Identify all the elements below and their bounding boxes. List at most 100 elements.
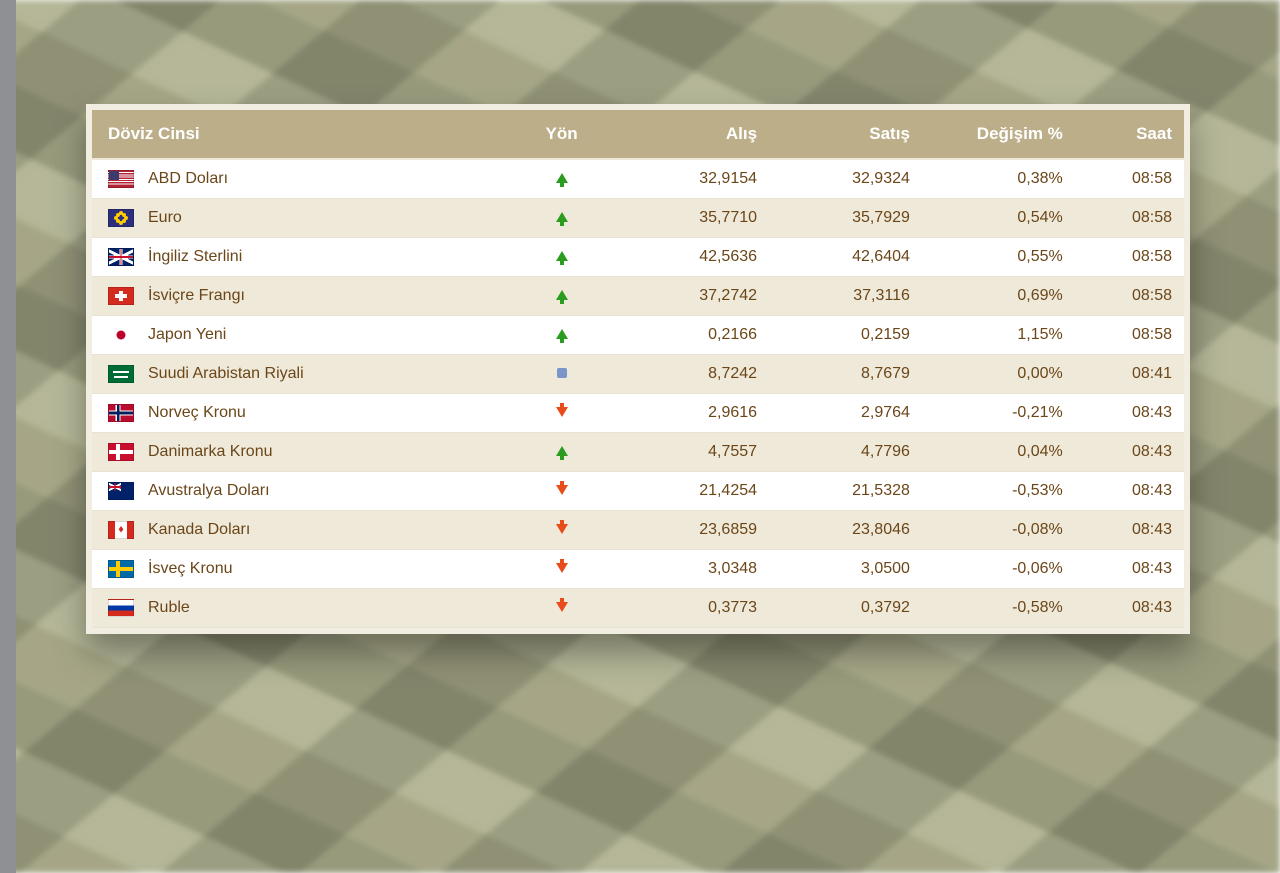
cell-change: 0,69%	[922, 277, 1075, 316]
cell-buy: 32,9154	[616, 159, 769, 199]
cell-buy: 3,0348	[616, 550, 769, 589]
cell-direction	[507, 511, 616, 550]
currency-name: Norveç Kronu	[148, 404, 246, 422]
table-row[interactable]: İngiliz Sterlini42,563642,64040,55%08:58	[92, 238, 1184, 277]
cell-sell: 0,2159	[769, 316, 922, 355]
cell-currency: İsveç Kronu	[92, 550, 507, 589]
arrow-down-icon	[556, 602, 568, 612]
arrow-down-icon	[556, 485, 568, 495]
cell-sell: 3,0500	[769, 550, 922, 589]
cell-time: 08:43	[1075, 511, 1184, 550]
cell-change: 0,38%	[922, 159, 1075, 199]
cell-sell: 21,5328	[769, 472, 922, 511]
currency-name: Euro	[148, 209, 182, 227]
cell-sell: 8,7679	[769, 355, 922, 394]
cell-sell: 2,9764	[769, 394, 922, 433]
cell-change: 0,55%	[922, 238, 1075, 277]
currency-name: Suudi Arabistan Riyali	[148, 365, 304, 383]
cell-currency: İsviçre Frangı	[92, 277, 507, 316]
arrow-up-icon	[556, 212, 568, 222]
cell-buy: 37,2742	[616, 277, 769, 316]
cell-time: 08:43	[1075, 550, 1184, 589]
cell-change: -0,06%	[922, 550, 1075, 589]
arrow-up-icon	[556, 446, 568, 456]
flag-icon	[108, 326, 134, 344]
cell-time: 08:58	[1075, 238, 1184, 277]
cell-buy: 0,3773	[616, 589, 769, 628]
cell-direction	[507, 238, 616, 277]
cell-sell: 4,7796	[769, 433, 922, 472]
arrow-up-icon	[556, 173, 568, 183]
currency-name: Ruble	[148, 599, 190, 617]
table-row[interactable]: Avustralya Doları21,425421,5328-0,53%08:…	[92, 472, 1184, 511]
cell-buy: 23,6859	[616, 511, 769, 550]
cell-change: 1,15%	[922, 316, 1075, 355]
cell-sell: 42,6404	[769, 238, 922, 277]
table-header-row: Döviz Cinsi Yön Alış Satış Değişim % Saa…	[92, 110, 1184, 159]
cell-buy: 35,7710	[616, 199, 769, 238]
cell-change: -0,58%	[922, 589, 1075, 628]
cell-change: -0,21%	[922, 394, 1075, 433]
col-header-direction: Yön	[507, 110, 616, 159]
cell-buy: 0,2166	[616, 316, 769, 355]
flat-icon	[557, 368, 567, 378]
arrow-up-icon	[556, 329, 568, 339]
table-row[interactable]: İsviçre Frangı37,274237,31160,69%08:58	[92, 277, 1184, 316]
cell-currency: ♦Kanada Doları	[92, 511, 507, 550]
flag-icon: ♦	[108, 521, 134, 539]
cell-currency: Norveç Kronu	[92, 394, 507, 433]
cell-currency: Avustralya Doları	[92, 472, 507, 511]
cell-change: 0,04%	[922, 433, 1075, 472]
cell-direction	[507, 589, 616, 628]
col-header-sell: Satış	[769, 110, 922, 159]
cell-time: 08:58	[1075, 316, 1184, 355]
flag-icon	[108, 209, 134, 227]
cell-time: 08:43	[1075, 433, 1184, 472]
table-row[interactable]: Japon Yeni 0,21660,21591,15%08:58	[92, 316, 1184, 355]
col-header-time: Saat	[1075, 110, 1184, 159]
table-row[interactable]: Suudi Arabistan Riyali8,72428,76790,00%0…	[92, 355, 1184, 394]
currency-name: İngiliz Sterlini	[148, 248, 242, 266]
cell-currency: Euro	[92, 199, 507, 238]
table-row[interactable]: ABD Doları32,915432,93240,38%08:58	[92, 159, 1184, 199]
cell-sell: 37,3116	[769, 277, 922, 316]
table-row[interactable]: Danimarka Kronu 4,75574,77960,04%08:43	[92, 433, 1184, 472]
cell-buy: 4,7557	[616, 433, 769, 472]
cell-time: 08:43	[1075, 589, 1184, 628]
cell-direction	[507, 472, 616, 511]
table-row[interactable]: Ruble0,37730,3792-0,58%08:43	[92, 589, 1184, 628]
cell-change: -0,08%	[922, 511, 1075, 550]
currency-name: İsveç Kronu	[148, 560, 232, 578]
currency-name: Danimarka Kronu	[148, 443, 273, 461]
table-row[interactable]: ♦Kanada Doları23,685923,8046-0,08%08:43	[92, 511, 1184, 550]
currency-name: Japon Yeni	[148, 326, 226, 344]
flag-icon	[108, 170, 134, 188]
cell-direction	[507, 394, 616, 433]
cell-direction	[507, 550, 616, 589]
table-row[interactable]: Euro 35,771035,79290,54%08:58	[92, 199, 1184, 238]
arrow-down-icon	[556, 407, 568, 417]
cell-direction	[507, 159, 616, 199]
cell-buy: 21,4254	[616, 472, 769, 511]
currency-table-panel: Döviz Cinsi Yön Alış Satış Değişim % Saa…	[86, 104, 1190, 634]
flag-icon	[108, 482, 134, 500]
cell-time: 08:58	[1075, 199, 1184, 238]
cell-currency: Ruble	[92, 589, 507, 628]
left-gutter	[0, 0, 16, 873]
cell-change: 0,54%	[922, 199, 1075, 238]
cell-sell: 35,7929	[769, 199, 922, 238]
cell-buy: 2,9616	[616, 394, 769, 433]
cell-currency: İngiliz Sterlini	[92, 238, 507, 277]
cell-direction	[507, 316, 616, 355]
cell-currency: ABD Doları	[92, 159, 507, 199]
flag-icon	[108, 443, 134, 461]
cell-time: 08:43	[1075, 394, 1184, 433]
cell-direction	[507, 199, 616, 238]
arrow-down-icon	[556, 524, 568, 534]
cell-currency: Suudi Arabistan Riyali	[92, 355, 507, 394]
table-row[interactable]: İsveç Kronu 3,03483,0500-0,06%08:43	[92, 550, 1184, 589]
cell-currency: Danimarka Kronu	[92, 433, 507, 472]
cell-buy: 8,7242	[616, 355, 769, 394]
table-row[interactable]: Norveç Kronu 2,96162,9764-0,21%08:43	[92, 394, 1184, 433]
cell-time: 08:43	[1075, 472, 1184, 511]
